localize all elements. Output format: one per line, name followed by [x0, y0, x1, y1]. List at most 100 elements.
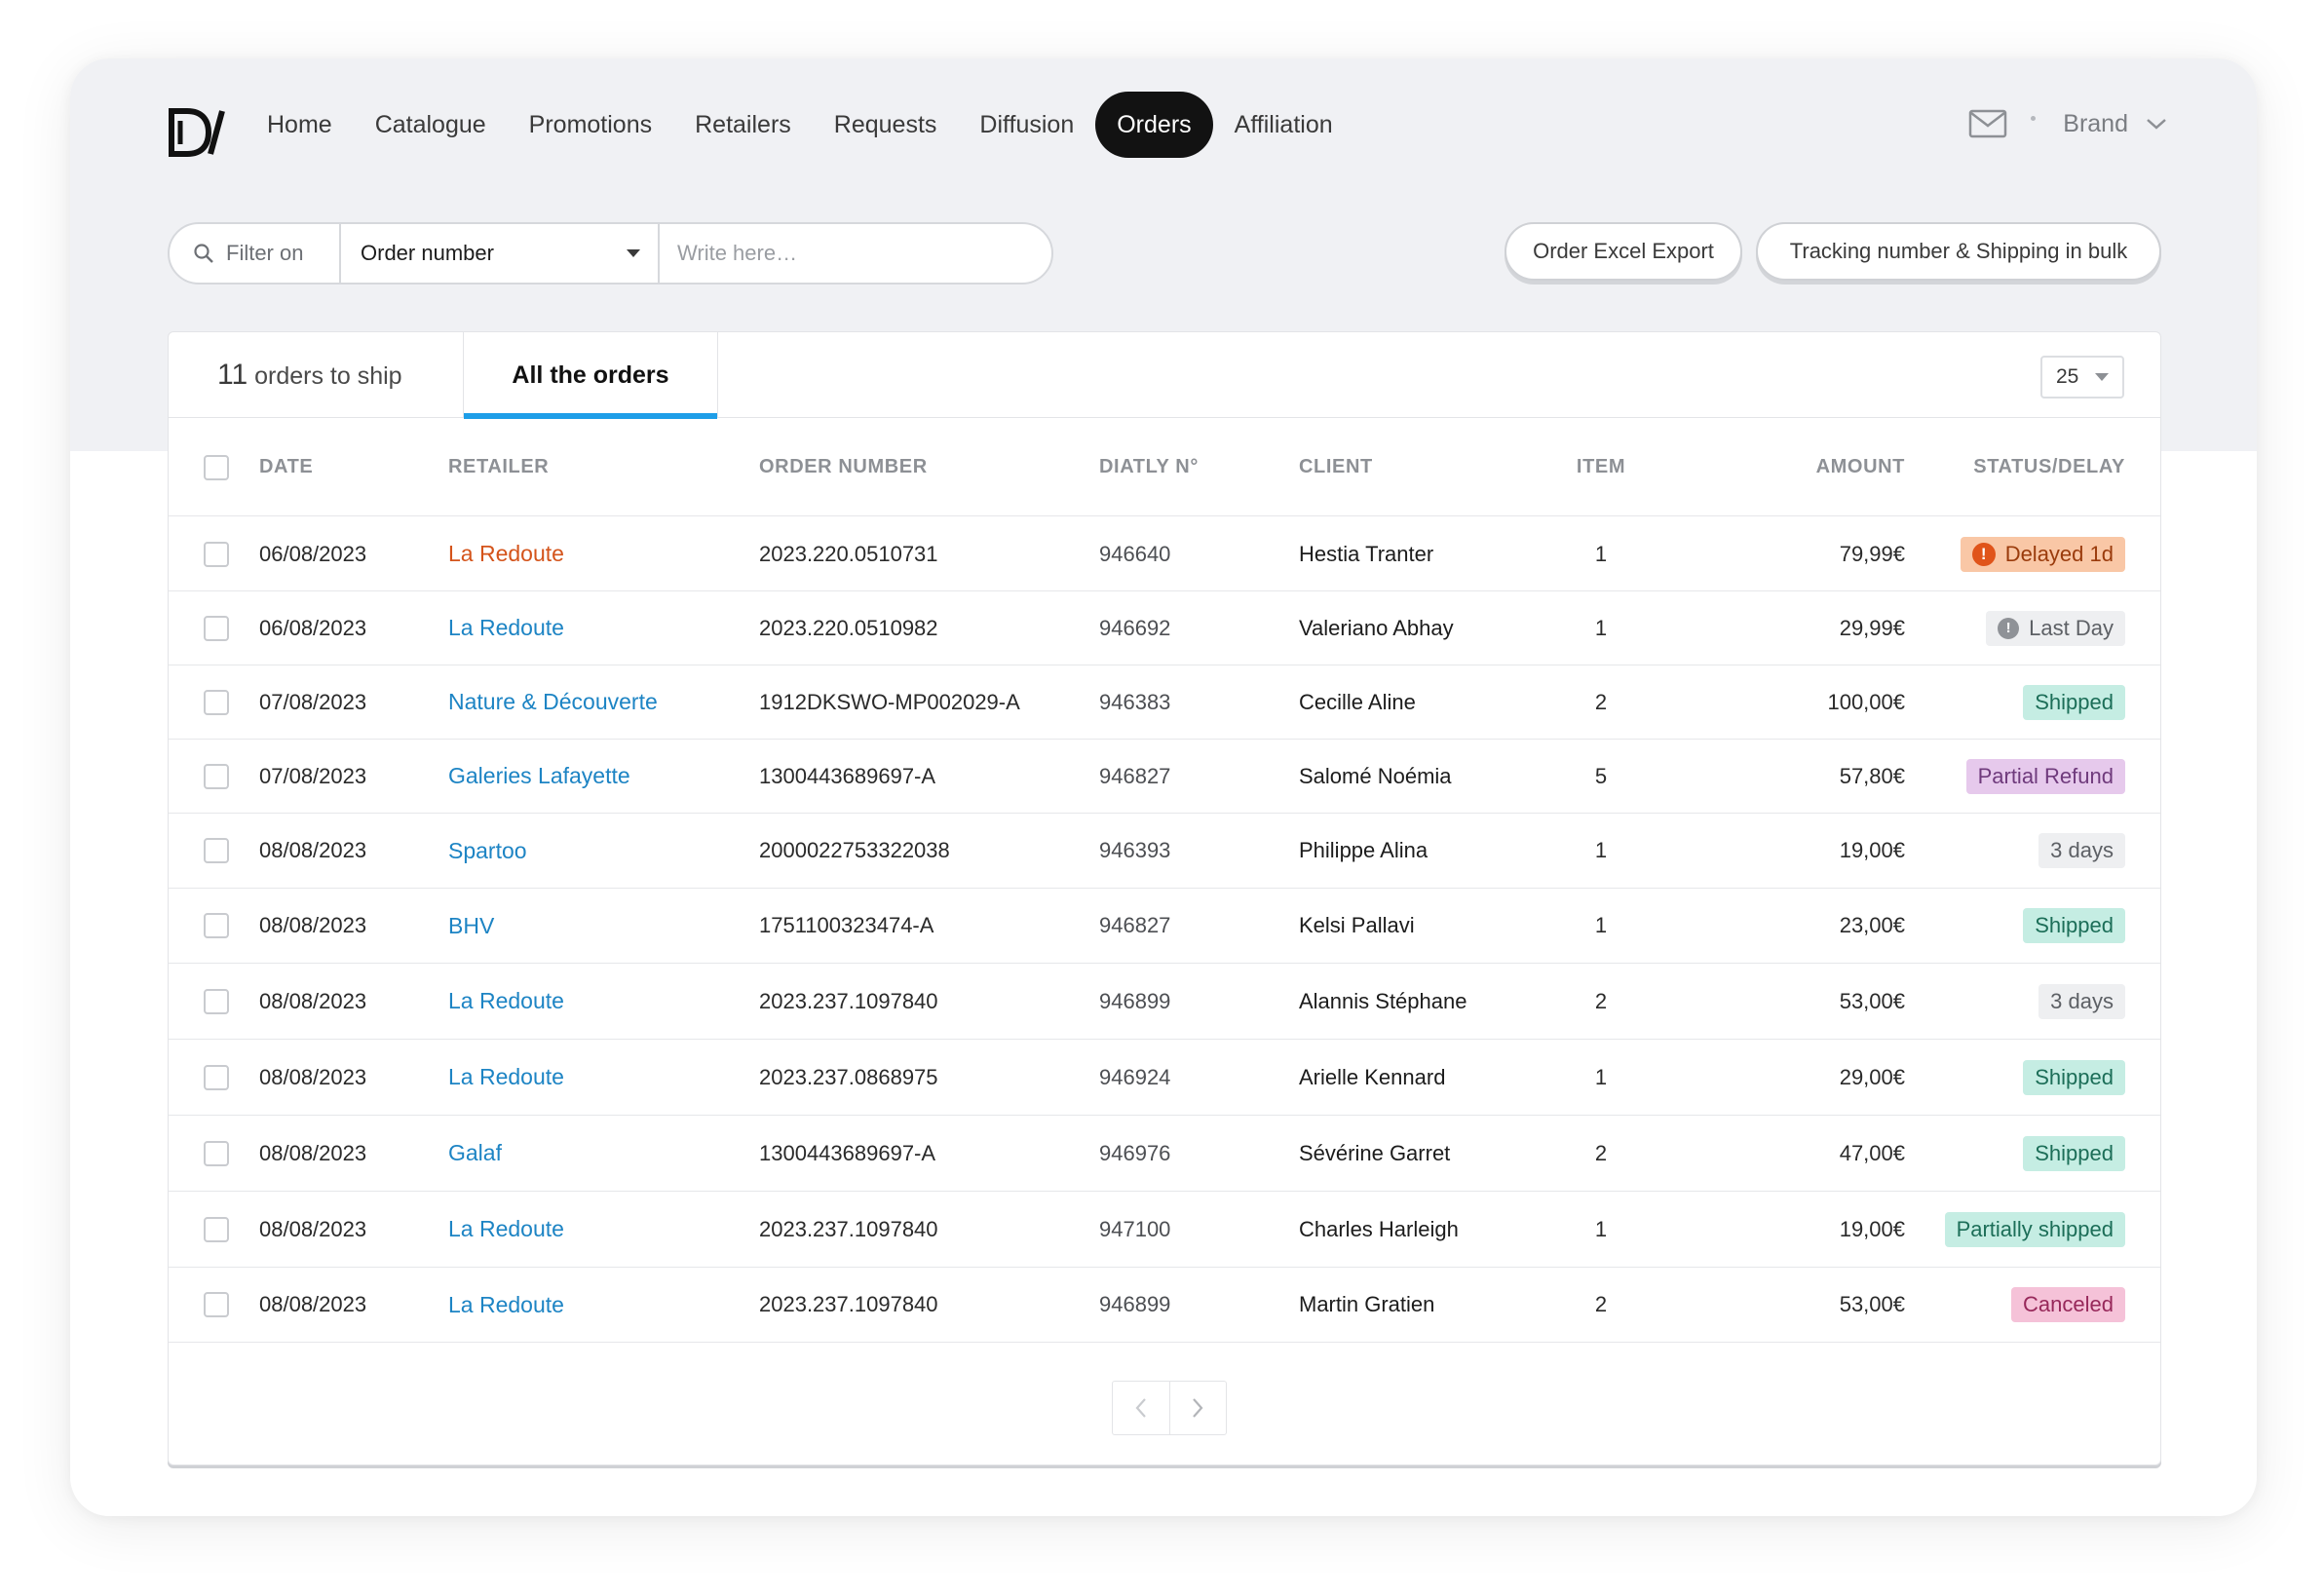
nav-requests[interactable]: Requests — [833, 111, 937, 138]
retailer-link[interactable]: Galaf — [448, 1140, 502, 1165]
retailer-cell: La Redoute — [448, 1192, 741, 1267]
retailer-link[interactable]: La Redoute — [448, 1064, 564, 1089]
notification-dot — [2031, 115, 2037, 121]
row-checkbox[interactable] — [204, 1140, 229, 1166]
alert-icon: ! — [1971, 542, 1996, 566]
diatly-logo[interactable] — [168, 105, 230, 160]
row-checkbox[interactable] — [204, 838, 229, 863]
order-amount: 100,00€ — [1827, 689, 1905, 714]
order-amount: 19,00€ — [1839, 838, 1905, 862]
client-name: Alannis Stéphane — [1299, 988, 1467, 1013]
select-all-cell — [204, 419, 231, 515]
mail-icon[interactable] — [1968, 109, 2007, 138]
order-date: 07/08/2023 — [259, 763, 367, 788]
status-badge: Partial Refund — [1965, 758, 2125, 794]
table-row[interactable]: 07/08/2023 Galeries Lafayette 130044368969… — [169, 740, 2160, 814]
header-retailer[interactable]: RETAILER — [448, 456, 550, 477]
retailer-cell: BHV — [448, 889, 741, 963]
tracking-shipping-bulk-button[interactable]: Tracking number & Shipping in bulk — [1756, 222, 2161, 281]
header-date[interactable]: DATE — [259, 456, 314, 477]
row-checkbox[interactable] — [204, 763, 229, 789]
retailer-link[interactable]: La Redoute — [448, 988, 564, 1013]
table-row[interactable]: 08/08/2023 Spartoo 2000022753322038 946393 P… — [169, 814, 2160, 889]
nav-orders[interactable]: Orders — [1095, 92, 1213, 158]
nav-affiliation[interactable]: Affiliation — [1234, 111, 1333, 138]
chevron-down-icon[interactable] — [2146, 117, 2167, 131]
order-date: 08/08/2023 — [259, 1216, 367, 1241]
nav-diffusion[interactable]: Diffusion — [979, 111, 1075, 138]
table-row[interactable]: 08/08/2023 BHV 1751100323474-A 946827 Kelsi … — [169, 889, 2160, 964]
status-badge: Shipped — [2023, 1059, 2125, 1095]
search-icon — [194, 244, 213, 263]
status-badge: Partially shipped — [1944, 1211, 2125, 1247]
row-checkbox[interactable] — [204, 988, 229, 1014]
nav-promotions[interactable]: Promotions — [528, 111, 653, 138]
retailer-link[interactable]: BHV — [448, 912, 495, 938]
filter-field-select[interactable]: Order number — [341, 224, 660, 283]
nav-catalogue[interactable]: Catalogue — [374, 111, 486, 138]
status-text: Partially shipped — [1956, 1216, 2114, 1241]
order-date: 08/08/2023 — [259, 838, 367, 862]
table-row[interactable]: 07/08/2023 Nature & Découverte 1912DKSWO-M… — [169, 665, 2160, 740]
diatly-number: 946692 — [1099, 615, 1171, 640]
retailer-cell: Spartoo — [448, 814, 741, 888]
retailer-link[interactable]: La Redoute — [448, 1291, 564, 1317]
retailer-link[interactable]: La Redoute — [448, 615, 564, 640]
table-row[interactable]: 08/08/2023 Galaf 1300443689697-A 946976 Sévé… — [169, 1116, 2160, 1192]
status-cell: Partial Refund — [1913, 740, 2125, 813]
order-number: 2023.220.0510982 — [759, 615, 938, 640]
page-size-select[interactable]: 25 — [2040, 356, 2124, 399]
select-all-checkbox[interactable] — [204, 454, 229, 480]
header-amount[interactable]: AMOUNT — [1815, 456, 1905, 477]
account-label[interactable]: Brand — [2063, 109, 2128, 137]
status-badge: 3 days — [2038, 833, 2125, 868]
order-date: 08/08/2023 — [259, 1064, 367, 1089]
retailer-link[interactable]: Spartoo — [448, 837, 527, 863]
table-row[interactable]: 06/08/2023 La Redoute 2023.220.0510982 9466… — [169, 591, 2160, 665]
order-amount: 19,00€ — [1839, 1216, 1905, 1241]
row-checkbox[interactable] — [204, 913, 229, 938]
diatly-number: 946899 — [1099, 1292, 1171, 1316]
nav-home[interactable]: Home — [267, 111, 332, 138]
filter-label: Filter on — [170, 224, 341, 283]
orders-card: 11 orders to ship All the orders 25 DATE… — [168, 331, 2161, 1465]
item-count: 1 — [1594, 838, 1608, 862]
row-select-cell — [204, 1040, 231, 1115]
retailer-link[interactable]: La Redoute — [448, 541, 564, 566]
header-diatly-number[interactable]: DIATLY N° — [1099, 456, 1199, 477]
previous-page-button[interactable] — [1113, 1382, 1169, 1434]
table-row[interactable]: 06/08/2023 La Redoute 2023.220.0510731 9466… — [169, 517, 2160, 591]
header-item[interactable]: ITEM — [1576, 456, 1626, 477]
status-badge: Shipped — [2023, 908, 2125, 943]
row-select-cell — [204, 517, 231, 590]
tab-orders-to-ship[interactable]: 11 orders to ship — [217, 332, 402, 418]
row-checkbox[interactable] — [204, 689, 229, 715]
retailer-link[interactable]: Galeries Lafayette — [448, 763, 630, 788]
order-amount: 47,00€ — [1839, 1140, 1905, 1165]
table-row[interactable]: 08/08/2023 La Redoute 2023.237.1097840 9468… — [169, 964, 2160, 1040]
retailer-cell: Galeries Lafayette — [448, 740, 741, 813]
status-cell: Shipped — [1913, 665, 2125, 739]
item-count: 2 — [1594, 689, 1608, 714]
next-page-button[interactable] — [1168, 1382, 1227, 1434]
retailer-link[interactable]: La Redoute — [448, 1216, 564, 1241]
filter-search-input[interactable] — [660, 224, 1051, 283]
retailer-link[interactable]: Nature & Découverte — [448, 689, 658, 714]
nav-retailers[interactable]: Retailers — [695, 111, 791, 138]
order-amount: 57,80€ — [1839, 763, 1905, 788]
row-checkbox[interactable] — [204, 1292, 229, 1317]
orders-tabs: 11 orders to ship All the orders 25 — [169, 332, 2160, 419]
order-excel-export-button[interactable]: Order Excel Export — [1505, 222, 1742, 281]
tab-all-orders[interactable]: All the orders — [463, 332, 718, 419]
row-checkbox[interactable] — [204, 1064, 229, 1090]
table-row[interactable]: 08/08/2023 La Redoute 2023.237.1097840 9468… — [169, 1268, 2160, 1343]
row-checkbox[interactable] — [204, 1216, 229, 1242]
header-order-number[interactable]: ORDER NUMBER — [759, 456, 928, 477]
status-text: Shipped — [2035, 1140, 2114, 1165]
table-row[interactable]: 08/08/2023 La Redoute 2023.237.0868975 9469… — [169, 1040, 2160, 1116]
header-status-delay[interactable]: STATUS/DELAY — [1973, 456, 2125, 477]
table-row[interactable]: 08/08/2023 La Redoute 2023.237.1097840 9471… — [169, 1192, 2160, 1268]
row-checkbox[interactable] — [204, 615, 229, 641]
header-client[interactable]: CLIENT — [1299, 456, 1373, 477]
row-checkbox[interactable] — [204, 541, 229, 567]
